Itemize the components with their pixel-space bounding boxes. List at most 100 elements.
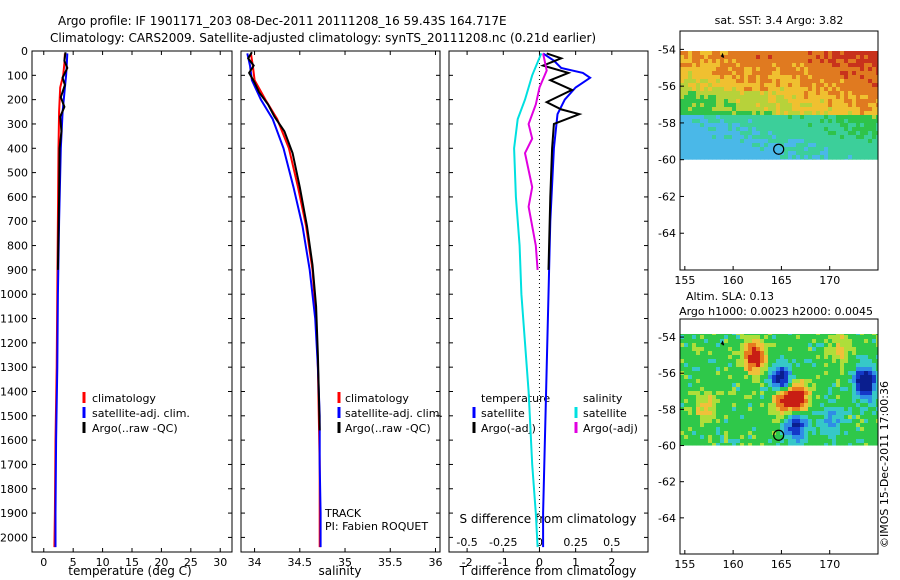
map-cell	[808, 419, 813, 424]
map-cell	[840, 87, 845, 92]
map-cell	[684, 355, 689, 360]
map-cell	[760, 111, 765, 116]
map-cell	[760, 351, 765, 356]
map-cell	[816, 131, 821, 136]
map-cell	[680, 443, 685, 446]
map-cell	[744, 363, 749, 368]
map-cell	[772, 99, 777, 104]
map-cell	[824, 443, 829, 446]
map-cell	[780, 87, 785, 92]
map-cell	[688, 71, 693, 76]
map-cell	[844, 39, 849, 44]
map-cell	[720, 55, 725, 60]
map-cell	[820, 91, 825, 96]
map-cell	[692, 439, 697, 444]
map-cell	[708, 351, 713, 356]
map-cell	[740, 51, 745, 56]
map-cell	[804, 35, 809, 40]
map-cell	[800, 407, 805, 412]
map-cell	[832, 83, 837, 88]
map-cell	[800, 367, 805, 372]
map-cell	[868, 334, 873, 336]
map-cell	[752, 55, 757, 60]
map-cell	[736, 151, 741, 156]
map-cell	[856, 131, 861, 136]
map-cell	[780, 63, 785, 68]
map-cell	[848, 319, 853, 324]
map-cell	[776, 443, 781, 446]
map-cell	[864, 135, 869, 140]
map-cell	[828, 371, 833, 376]
map-cell	[764, 91, 769, 96]
map-cell	[820, 111, 825, 116]
map-cell	[708, 407, 713, 412]
map-cell	[732, 39, 737, 44]
map-cell	[864, 31, 869, 36]
map-cell	[832, 387, 837, 392]
map-cell	[700, 334, 705, 336]
x-tick-label: 10	[96, 556, 110, 569]
map-cell	[740, 127, 745, 132]
map-cell	[816, 395, 821, 400]
map-cell	[844, 51, 849, 52]
map-cell	[748, 419, 753, 424]
map-cell	[828, 79, 833, 84]
map-cell	[768, 443, 773, 446]
map-cell	[848, 323, 853, 328]
map-cell	[788, 67, 793, 72]
map-cell	[792, 427, 797, 432]
map-cell	[780, 59, 785, 64]
map-cell	[836, 59, 841, 64]
map-cell	[788, 379, 793, 384]
map-cell	[840, 151, 845, 156]
map-cell	[840, 71, 845, 76]
map-cell	[772, 123, 777, 128]
map-cell	[824, 347, 829, 352]
map-cell	[700, 99, 705, 104]
map-cell	[844, 75, 849, 80]
map-cell	[828, 55, 833, 60]
map-cell	[772, 343, 777, 348]
map-cell	[808, 323, 813, 328]
map-cell	[788, 35, 793, 40]
map-cell	[832, 383, 837, 388]
map-cell	[712, 367, 717, 372]
map-cell	[752, 335, 757, 340]
map-cell	[872, 403, 877, 408]
map-cell	[748, 159, 753, 160]
map-cell	[756, 415, 761, 420]
map-cell	[696, 399, 701, 404]
map-cell	[800, 95, 805, 100]
map-cell	[708, 363, 713, 368]
map-cell	[776, 363, 781, 368]
map-cell	[820, 107, 825, 112]
map-cell	[736, 67, 741, 72]
map-cell	[860, 51, 865, 56]
map-cell	[760, 395, 765, 400]
map-cell	[832, 423, 837, 428]
map-cell	[816, 31, 821, 36]
map-cell	[748, 363, 753, 368]
map-cell	[816, 139, 821, 144]
map-cell	[708, 399, 713, 404]
map-cell	[688, 139, 693, 144]
map-cell	[796, 431, 801, 436]
map-cell	[824, 135, 829, 140]
temperature-plot-area	[31, 50, 233, 553]
map-cell	[872, 43, 877, 48]
map-cell	[724, 31, 729, 36]
map-cell	[752, 147, 757, 152]
map-cell	[760, 371, 765, 376]
map-cell	[776, 391, 781, 396]
map-cell	[832, 343, 837, 348]
map-cell	[820, 55, 825, 60]
map-cell	[768, 435, 773, 440]
map-cell	[716, 327, 721, 332]
map-cell	[760, 319, 765, 324]
map-cell	[688, 55, 693, 60]
map-cell	[732, 111, 737, 116]
map-cell	[796, 135, 801, 140]
map-cell	[708, 35, 713, 40]
map-cell	[692, 319, 697, 324]
map-cell	[812, 103, 817, 108]
